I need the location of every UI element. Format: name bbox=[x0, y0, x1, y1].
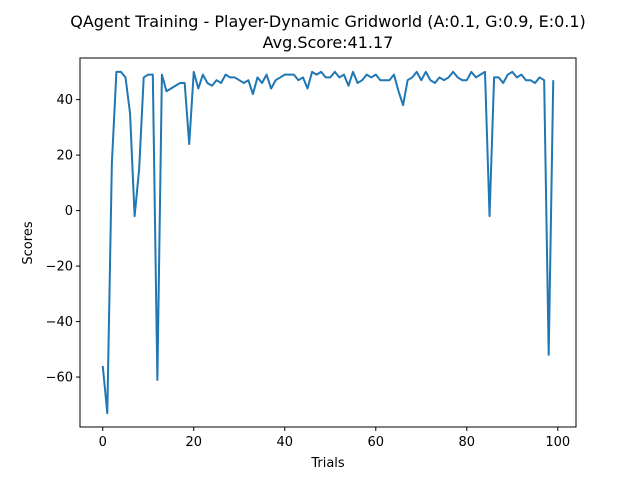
y-axis-ticks: −60 −40 −20 0 20 40 bbox=[46, 93, 80, 386]
x-tick-label: 20 bbox=[185, 435, 202, 450]
y-tick-label: −40 bbox=[46, 315, 73, 330]
chart-subtitle: Avg.Score:41.17 bbox=[263, 33, 394, 52]
x-tick-label: 80 bbox=[459, 435, 476, 450]
y-tick-label: 0 bbox=[65, 204, 73, 219]
x-tick-label: 0 bbox=[99, 435, 107, 450]
y-tick-label: 40 bbox=[56, 93, 73, 108]
y-axis-label: Scores bbox=[21, 221, 36, 264]
x-tick-label: 100 bbox=[545, 435, 570, 450]
y-tick-label: −20 bbox=[46, 260, 73, 275]
x-tick-label: 60 bbox=[368, 435, 385, 450]
y-tick-label: 20 bbox=[56, 149, 73, 164]
x-axis-label: Trials bbox=[310, 456, 345, 471]
plot-frame bbox=[79, 57, 577, 428]
chart-title: QAgent Training - Player-Dynamic Gridwor… bbox=[70, 12, 586, 31]
series-line bbox=[101, 70, 555, 415]
y-tick-label: −60 bbox=[46, 371, 73, 386]
x-tick-label: 40 bbox=[276, 435, 293, 450]
x-axis-ticks: 0 20 40 60 80 100 bbox=[99, 427, 570, 450]
